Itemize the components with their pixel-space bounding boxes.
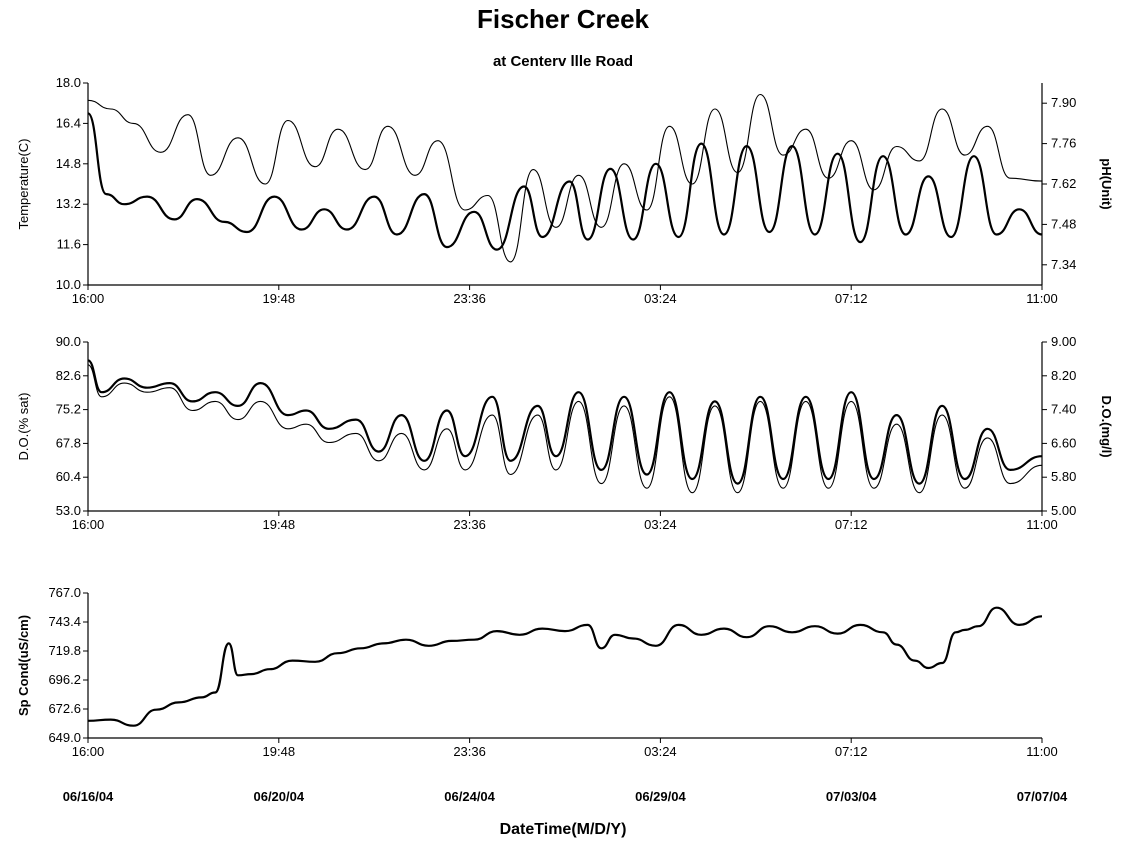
x-tick-label: 11:00: [1026, 517, 1058, 532]
y-axis-label-left: Temperature(C): [16, 138, 31, 229]
x-tick-label: 23:36: [453, 291, 486, 306]
chart-title: Fischer Creek: [477, 4, 650, 34]
y-tick-label-left: 719.8: [48, 643, 81, 658]
series-line-1: [87, 359, 1043, 485]
x-tick-label: 23:36: [453, 517, 486, 532]
y-tick-label-left: 13.2: [56, 196, 81, 211]
y-tick-label-right: 6.60: [1051, 435, 1076, 450]
y-tick-label-left: 18.0: [56, 75, 81, 90]
y-tick-label-right: 7.90: [1051, 95, 1076, 110]
y-tick-label-left: 649.0: [48, 730, 81, 745]
y-tick-label-left: 82.6: [56, 368, 81, 383]
x-tick-label: 16:00: [72, 291, 105, 306]
series-line-1: [87, 606, 1043, 727]
date-labels: 06/16/04 06/20/04 06/24/04 06/29/04 07/03/04…: [63, 789, 1068, 804]
date-label: 06/29/04: [635, 789, 686, 804]
y-axis-label-left: D.O.(% sat): [16, 393, 31, 461]
series-line-2: [87, 93, 1043, 263]
y-tick-label-left: 16.4: [56, 115, 81, 130]
y-tick-label-right: 5.00: [1051, 503, 1076, 518]
date-label: 07/07/04: [1017, 789, 1068, 804]
y-tick-label-left: 67.8: [56, 435, 81, 450]
y-tick-label-right: 7.62: [1051, 176, 1076, 191]
y-axis-label-right: pH(Unit): [1099, 158, 1114, 209]
y-tick-label-left: 14.8: [56, 156, 81, 171]
y-axis-label-left: Sp Cond(uS/cm): [16, 615, 31, 716]
y-tick-label-left: 90.0: [56, 334, 81, 349]
x-tick-label: 11:00: [1026, 744, 1058, 759]
y-tick-label-right: 7.48: [1051, 216, 1076, 231]
date-label: 06/24/04: [444, 789, 495, 804]
x-tick-label: 16:00: [72, 744, 105, 759]
y-tick-label-left: 10.0: [56, 277, 81, 292]
series-line-1: [86, 112, 1043, 251]
date-label: 07/03/04: [826, 789, 877, 804]
x-axis-title: DateTime(M/D/Y): [500, 821, 627, 838]
x-tick-label: 19:48: [263, 744, 296, 759]
y-tick-label-left: 696.2: [48, 672, 81, 687]
chart-panel-specific-conductance: 649.0 672.6 696.2 719.8 743.4 767.0 16:00 19:48…: [16, 585, 1058, 759]
chart-panel-temperature-ph: 10.0 11.6 13.2 14.8 16.4 18.0 7.34 7.48 7.62 7.76…: [16, 75, 1114, 306]
x-tick-label: 03:24: [644, 517, 677, 532]
y-tick-label-left: 672.6: [48, 701, 81, 716]
chart-subtitle: at Centerv llle Road: [493, 53, 633, 70]
x-tick-label: 16:00: [72, 517, 105, 532]
x-tick-label: 07:12: [835, 291, 868, 306]
date-label: 06/16/04: [63, 789, 114, 804]
x-tick-label: 23:36: [453, 744, 486, 759]
y-axis-label-right: D.O.(mg/l): [1099, 395, 1114, 457]
x-tick-label: 03:24: [644, 744, 677, 759]
series-line-2: [87, 364, 1043, 494]
y-tick-label-left: 767.0: [48, 585, 81, 600]
y-tick-label-right: 8.20: [1051, 368, 1076, 383]
date-label: 06/20/04: [253, 789, 304, 804]
x-tick-label: 11:00: [1026, 291, 1058, 306]
y-tick-label-left: 75.2: [56, 402, 81, 417]
y-tick-label-right: 7.76: [1051, 136, 1076, 151]
y-tick-label-left: 53.0: [56, 503, 81, 518]
y-tick-label-right: 7.40: [1051, 402, 1076, 417]
x-tick-label: 07:12: [835, 517, 868, 532]
y-tick-label-left: 743.4: [48, 614, 81, 629]
y-tick-label-left: 60.4: [56, 469, 81, 484]
y-tick-label-right: 9.00: [1051, 334, 1076, 349]
x-tick-label: 07:12: [835, 744, 868, 759]
x-tick-label: 03:24: [644, 291, 677, 306]
x-tick-label: 19:48: [263, 291, 296, 306]
chart-panels: 10.0 11.6 13.2 14.8 16.4 18.0 7.34 7.48 7.62 7.76…: [16, 75, 1114, 759]
y-tick-label-left: 11.6: [57, 237, 81, 252]
chart-panel-dissolved-oxygen: 53.0 60.4 67.8 75.2 82.6 90.0 5.00 5.80 6.60 7.40…: [16, 334, 1114, 532]
x-tick-label: 19:48: [263, 517, 296, 532]
y-tick-label-right: 5.80: [1051, 469, 1076, 484]
y-tick-label-right: 7.34: [1051, 257, 1076, 272]
